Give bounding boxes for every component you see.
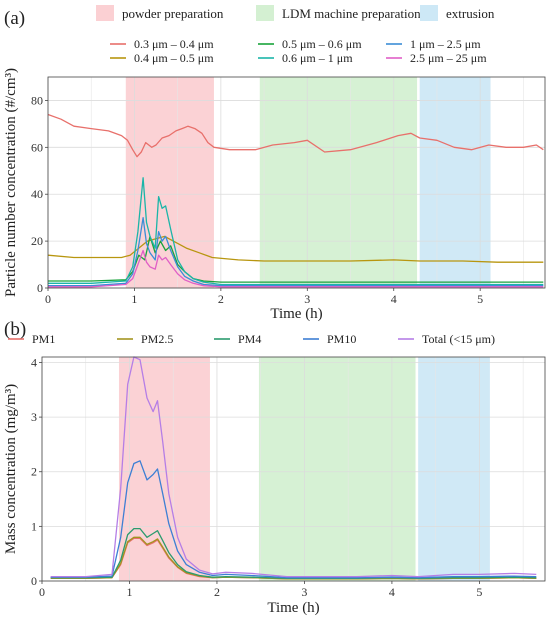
series-legend-label: PM10 [327,332,356,346]
y-tick-label: 1 [31,519,37,533]
y-axis-label: Mass concentration (mg/m³) [3,384,19,554]
y-tick-label: 0 [37,281,43,295]
series-legend-label: 0.6 μm – 1 μm [282,51,353,65]
x-tick-label: 5 [477,292,483,306]
plot-frame [47,76,546,289]
y-tick-label: 80 [31,93,43,107]
x-tick-label: 5 [476,585,482,599]
y-tick-label: 40 [31,187,43,201]
panel-a-label: (a) [4,8,25,29]
panel-b: (b) PM1 PM2.5 PM4 PM10 Total (<15 μm) 0 1 2 3 4 5 0 1… [3,319,546,616]
phase-band [259,77,418,288]
y-tick-label: 3 [31,410,37,424]
series-legend-label: 0.4 μm – 0.5 μm [134,51,214,65]
series-line [50,356,537,578]
series-legend-label: 1 μm – 2.5 μm [410,37,481,51]
series-legend-label: 0.3 μm – 0.4 μm [134,37,214,51]
series-legend-label: PM1 [32,332,55,346]
x-tick-label: 2 [214,585,220,599]
x-axis-label: Time (h) [267,600,319,616]
phase-legend-swatch [420,5,438,21]
series-line [48,177,544,286]
y-tick-label: 4 [31,355,37,369]
series-legend-label: 2.5 μm – 25 μm [410,51,487,65]
series-legend-label: PM4 [238,332,261,346]
series-line [47,113,544,158]
series-legend-label: PM2.5 [141,332,173,346]
x-tick-label: 2 [218,292,224,306]
x-tick-label: 4 [391,292,397,306]
phase-band [418,357,490,581]
series-line [48,249,544,288]
phase-legend-label: powder preparation [122,6,224,21]
panel-a: (a) powder preparation LDM machine prepara… [3,5,546,322]
series-legend-label: 0.5 μm – 0.6 μm [282,37,362,51]
phase-legend-label: LDM machine preparation [282,6,421,21]
y-tick-label: 0 [31,574,37,588]
series-line [48,217,544,287]
phase-band [419,77,491,288]
x-tick-label: 3 [301,585,307,599]
x-tick-label: 4 [389,585,395,599]
panel-b-label: (b) [4,319,26,340]
phase-legend-swatch [256,5,274,21]
plot-frame [41,356,546,582]
series-legend-label: Total (<15 μm) [422,332,495,346]
x-tick-label: 0 [39,585,45,599]
y-tick-label: 60 [31,140,43,154]
y-tick-label: 20 [31,234,43,248]
y-tick-label: 2 [31,465,37,479]
series-line [48,235,544,283]
series-line [50,460,537,579]
y-axis-label: Particle number concentration (#/cm³) [3,68,19,297]
phase-legend-label: extrusion [446,6,495,21]
phase-legend-swatch [96,5,114,21]
x-axis-label: Time (h) [270,306,322,322]
phase-band [258,357,416,581]
x-tick-label: 1 [131,292,137,306]
x-tick-label: 1 [126,585,132,599]
series-line [47,235,544,263]
x-tick-label: 3 [304,292,310,306]
x-tick-label: 0 [45,292,51,306]
